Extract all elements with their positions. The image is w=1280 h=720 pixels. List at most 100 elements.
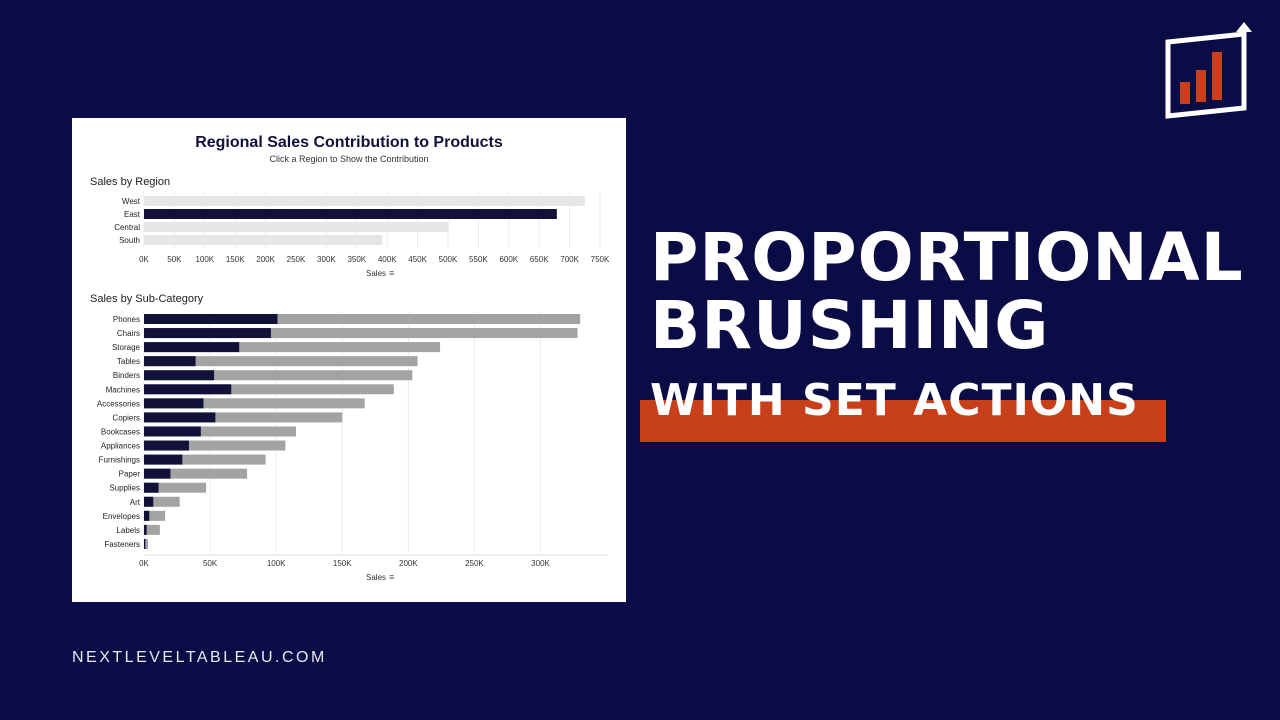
subcategory-total-bar[interactable] <box>144 538 148 549</box>
subcategory-axis-label: Sales <box>366 573 387 582</box>
x-tick-label: 50K <box>167 255 182 264</box>
sort-descending-icon[interactable]: ≡ <box>389 268 395 278</box>
subcategory-selected-bar[interactable] <box>144 482 159 493</box>
subcategory-total-bar[interactable] <box>144 454 266 465</box>
subcategory-total-bar[interactable] <box>144 328 578 339</box>
x-tick-label: 250K <box>465 559 484 568</box>
subcategory-selected-bar[interactable] <box>144 370 215 381</box>
subcategory-selected-bar[interactable] <box>144 440 189 451</box>
region-label: South <box>119 236 140 245</box>
subcategory-total-bar[interactable] <box>144 482 207 493</box>
subcategory-selected-bar[interactable] <box>144 426 201 437</box>
subcategory-selected-bar[interactable] <box>144 524 147 535</box>
subcategory-label: Labels <box>116 526 140 535</box>
subcategory-total-bar[interactable] <box>144 342 441 353</box>
x-tick-label: 650K <box>530 255 549 264</box>
subcategory-total-bar[interactable] <box>144 468 248 479</box>
subcategory-bar-chart[interactable]: 0K 50K 100K 150K 200K 250K 300K Phones Chairs Sto… <box>72 118 626 602</box>
x-tick-label: 350K <box>347 255 366 264</box>
x-tick-label: 550K <box>469 255 488 264</box>
subcategory-total-bar[interactable] <box>144 356 418 367</box>
region-bar-chart[interactable]: 0K 50K 100K 150K 200K 250K 300K 350K 400K 450K 500… <box>72 118 626 278</box>
subcategory-total-bar[interactable] <box>144 314 581 324</box>
subcategory-total-bar[interactable] <box>144 426 296 437</box>
subcategory-selected-bar[interactable] <box>144 314 278 324</box>
subcategory-label: Binders <box>113 371 140 380</box>
subcategory-selected-bar[interactable] <box>144 356 196 367</box>
x-tick-label: 450K <box>408 255 427 264</box>
subheadline-highlight <box>640 400 1166 442</box>
region-bar[interactable] <box>144 209 557 219</box>
x-tick-label: 0K <box>139 559 149 568</box>
region-label: West <box>122 197 141 206</box>
x-tick-label: 700K <box>560 255 579 264</box>
subcategory-total-bar[interactable] <box>144 384 394 395</box>
subcategory-selected-bar[interactable] <box>144 454 183 465</box>
x-tick-label: 50K <box>203 559 218 568</box>
headline-line-2: BRUSHING <box>650 287 1050 364</box>
subcategory-label: Chairs <box>117 329 140 338</box>
subcategory-total-bar[interactable] <box>144 510 166 521</box>
region-axis-title[interactable]: Sales ≡ <box>366 268 394 278</box>
dashboard-subtitle: Click a Region to Show the Contribution <box>269 154 429 164</box>
region-axis-label: Sales <box>366 269 387 278</box>
subcategory-selected-bar[interactable] <box>144 468 171 479</box>
region-bar[interactable] <box>144 222 449 232</box>
x-tick-label: 200K <box>256 255 275 264</box>
x-tick-label: 250K <box>287 255 306 264</box>
subcategory-label: Storage <box>112 343 141 352</box>
x-tick-label: 100K <box>267 559 286 568</box>
subcategory-label: Copiers <box>112 413 140 422</box>
subcategory-selected-bar[interactable] <box>144 496 154 507</box>
region-chart-title: Sales by Region <box>90 176 171 188</box>
x-tick-label: 150K <box>333 559 352 568</box>
subcategory-label: Supplies <box>109 484 140 493</box>
subcategory-label: Phones <box>113 315 140 324</box>
subcategory-label: Envelopes <box>103 512 140 521</box>
x-tick-label: 750K <box>591 255 610 264</box>
x-tick-label: 150K <box>226 255 245 264</box>
region-bar[interactable] <box>144 196 585 206</box>
x-tick-label: 300K <box>317 255 336 264</box>
subcategory-selected-bar[interactable] <box>144 328 271 339</box>
x-tick-label: 400K <box>378 255 397 264</box>
x-tick-label: 300K <box>531 559 550 568</box>
headline-line-3: WITH SET ACTIONS <box>650 375 1139 426</box>
subcategory-selected-bar[interactable] <box>144 398 204 409</box>
subcategory-label: Appliances <box>101 442 140 451</box>
region-label: East <box>124 210 141 219</box>
subcategory-axis-title[interactable]: Sales ≡ <box>366 572 394 582</box>
subcategory-selected-bar[interactable] <box>144 510 150 521</box>
x-tick-label: 500K <box>439 255 458 264</box>
subcategory-selected-bar[interactable] <box>144 384 232 395</box>
subcategory-total-bar[interactable] <box>144 412 343 423</box>
subcategory-label: Fasteners <box>104 540 140 549</box>
subcategory-total-bar[interactable] <box>144 370 413 381</box>
subcategory-total-bar[interactable] <box>144 524 160 535</box>
region-label: Central <box>114 223 140 232</box>
subcategory-label: Tables <box>117 357 140 366</box>
subcategory-selected-bar[interactable] <box>144 342 240 353</box>
dashboard-panel: Regional Sales Contribution to Products … <box>72 118 626 602</box>
headline-line-1: PROPORTIONAL <box>650 219 1244 296</box>
subcategory-selected-bar[interactable] <box>144 538 146 549</box>
headline-title: PROPORTIONAL BRUSHING <box>650 224 1244 360</box>
subcategory-label: Accessories <box>97 399 140 408</box>
x-tick-label: 0K <box>139 255 149 264</box>
subcategory-total-bar[interactable] <box>144 496 180 507</box>
rising-bar-chart-icon <box>1165 22 1252 119</box>
site-url[interactable]: NEXTLEVELTABLEAU.COM <box>72 649 327 666</box>
dashboard-title: Regional Sales Contribution to Products <box>195 134 503 151</box>
x-tick-label: 600K <box>499 255 518 264</box>
subcategory-total-bar[interactable] <box>144 440 286 451</box>
subcategory-label: Furnishings <box>99 456 140 465</box>
sort-descending-icon[interactable]: ≡ <box>389 572 395 582</box>
subcategory-chart-title: Sales by Sub-Category <box>90 293 204 305</box>
region-bar[interactable] <box>144 235 383 245</box>
subcategory-label: Bookcases <box>101 427 140 436</box>
subcategory-label: Art <box>130 498 141 507</box>
subcategory-selected-bar[interactable] <box>144 412 216 423</box>
x-tick-label: 100K <box>195 255 214 264</box>
x-tick-label: 200K <box>399 559 418 568</box>
subcategory-total-bar[interactable] <box>144 398 365 409</box>
